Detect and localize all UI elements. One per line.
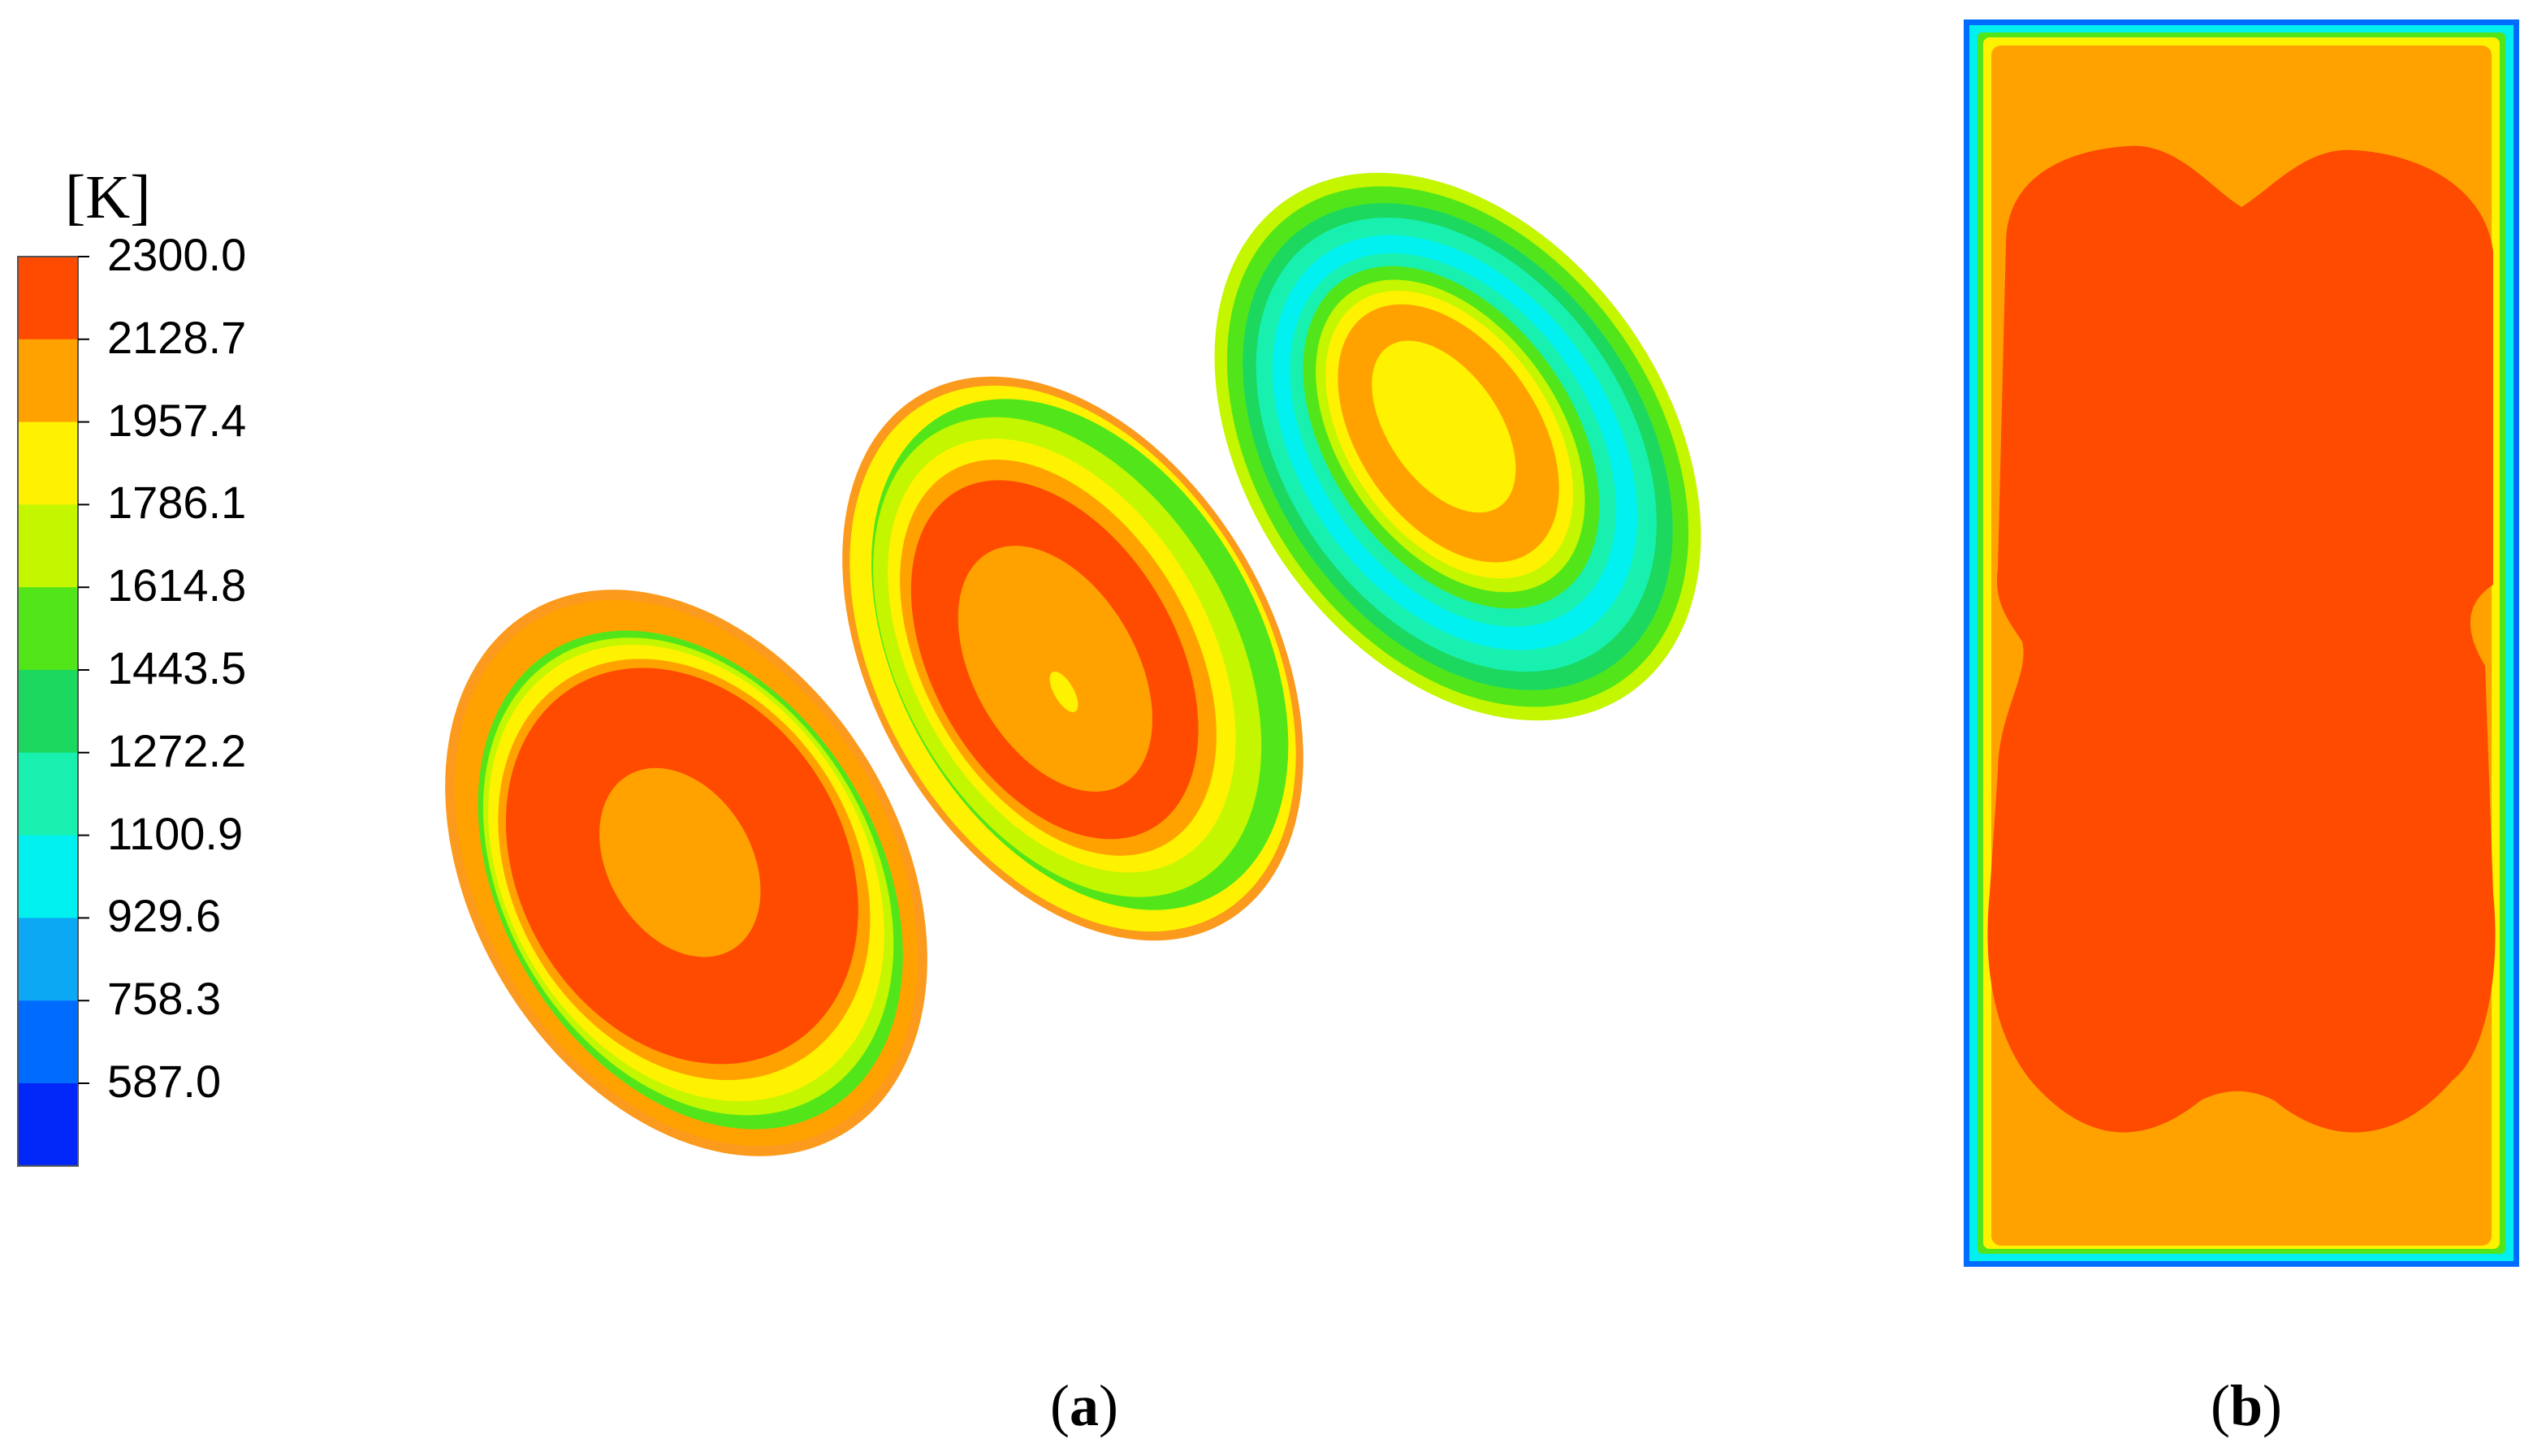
caption-a-close: ) [1098, 1373, 1118, 1438]
legend-band-9 [18, 1000, 78, 1084]
caption-a: (a) [1050, 1372, 1118, 1440]
legend-tick-marks [78, 256, 89, 1084]
legend-unit: [K] [65, 163, 151, 231]
caption-a-letter: a [1069, 1373, 1099, 1438]
slice-3-core [1372, 340, 1516, 513]
legend-tick-label-7: 1100.9 [107, 807, 244, 859]
legend-tick-label-5: 1443.5 [107, 642, 247, 693]
legend-tick-label-3: 1786.1 [107, 477, 247, 529]
legend-tick-label-2: 1957.4 [107, 394, 247, 446]
legend-band-1 [18, 339, 78, 423]
legend-band-2 [18, 421, 78, 505]
legend-tick-label-8: 929.6 [107, 890, 222, 942]
caption-b-letter: b [2229, 1373, 2263, 1438]
caption-a-open: ( [1050, 1373, 1070, 1438]
legend-tick-label-0: 2300.0 [107, 229, 247, 280]
panel-b-hot-zone [1987, 145, 2496, 1133]
caption-b-close: ) [2263, 1373, 2283, 1438]
caption-b-open: ( [2211, 1373, 2230, 1438]
legend-band-7 [18, 835, 78, 918]
legend-band-3 [18, 504, 78, 588]
slice-2-core-spot [1049, 672, 1078, 712]
legend-band-0 [18, 257, 78, 340]
legend-band-8 [18, 918, 78, 1001]
slice-1 [445, 590, 927, 1156]
slice-2 [842, 376, 1303, 941]
legend-band-5 [18, 670, 78, 754]
legend-tick-label-10: 587.0 [107, 1056, 222, 1107]
slice-2-core [957, 546, 1152, 792]
legend-band-10 [18, 1083, 78, 1167]
legend-tick-label-1: 2128.7 [107, 311, 247, 363]
slice-1-core [599, 767, 761, 957]
slice-3 [1214, 172, 1701, 721]
legend-band-6 [18, 752, 78, 836]
legend-frame [17, 256, 79, 1167]
legend-tick-label-4: 1614.8 [107, 560, 247, 611]
legend-tick-label-6: 1272.2 [107, 724, 247, 776]
legend-tick-label-9: 758.3 [107, 973, 222, 1025]
caption-b: (b) [2211, 1372, 2282, 1440]
legend-bands [17, 256, 79, 1167]
legend-band-4 [18, 587, 78, 671]
